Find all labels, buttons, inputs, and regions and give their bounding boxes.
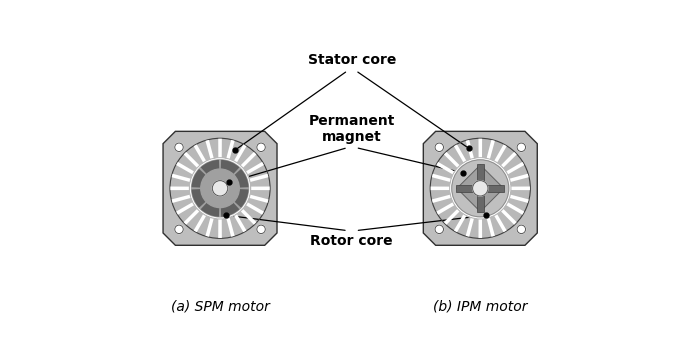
Polygon shape [454, 215, 466, 232]
Polygon shape [510, 174, 529, 182]
Circle shape [257, 225, 265, 233]
Polygon shape [466, 218, 474, 237]
Polygon shape [432, 195, 451, 203]
Text: (a) SPM motor: (a) SPM motor [170, 299, 269, 313]
Polygon shape [234, 215, 247, 232]
Polygon shape [456, 185, 486, 192]
Polygon shape [436, 203, 454, 215]
Polygon shape [234, 189, 249, 208]
Polygon shape [183, 209, 199, 225]
Polygon shape [454, 144, 466, 162]
Circle shape [435, 225, 444, 233]
Circle shape [452, 160, 509, 217]
Polygon shape [506, 162, 524, 174]
Polygon shape [478, 139, 482, 157]
Polygon shape [495, 144, 507, 162]
Circle shape [189, 158, 251, 219]
Polygon shape [234, 144, 247, 162]
Polygon shape [249, 174, 269, 182]
Polygon shape [192, 169, 206, 188]
Polygon shape [170, 187, 189, 190]
Polygon shape [176, 203, 194, 215]
Polygon shape [221, 160, 239, 174]
Polygon shape [227, 218, 235, 237]
Text: Stator core: Stator core [308, 53, 396, 68]
Polygon shape [246, 162, 264, 174]
Polygon shape [205, 218, 214, 237]
Polygon shape [218, 220, 222, 238]
Polygon shape [511, 187, 530, 190]
Polygon shape [423, 131, 537, 245]
Text: Permanent
magnet: Permanent magnet [308, 114, 395, 144]
Polygon shape [486, 218, 495, 237]
Polygon shape [444, 152, 460, 167]
Circle shape [201, 169, 239, 208]
Polygon shape [201, 203, 219, 217]
Circle shape [174, 225, 183, 233]
Circle shape [191, 159, 249, 217]
Polygon shape [249, 195, 269, 203]
Circle shape [517, 143, 526, 151]
Polygon shape [194, 215, 206, 232]
Circle shape [257, 143, 265, 151]
Polygon shape [495, 215, 507, 232]
Circle shape [430, 138, 530, 238]
Circle shape [191, 159, 249, 217]
Polygon shape [444, 209, 460, 225]
Polygon shape [227, 140, 235, 159]
Polygon shape [194, 144, 206, 162]
Polygon shape [201, 160, 219, 174]
Circle shape [517, 225, 526, 233]
Polygon shape [163, 131, 277, 245]
Polygon shape [234, 169, 249, 188]
Polygon shape [172, 174, 190, 182]
Text: Rotor core: Rotor core [311, 234, 393, 248]
Polygon shape [241, 209, 256, 225]
Circle shape [174, 143, 183, 151]
Polygon shape [466, 140, 474, 159]
Circle shape [473, 181, 488, 196]
Polygon shape [431, 187, 449, 190]
Polygon shape [477, 164, 484, 195]
Polygon shape [457, 165, 504, 212]
Polygon shape [436, 162, 454, 174]
Circle shape [192, 160, 249, 217]
Polygon shape [205, 140, 214, 159]
Polygon shape [501, 152, 517, 167]
Polygon shape [246, 203, 264, 215]
Circle shape [449, 158, 511, 219]
Circle shape [451, 159, 510, 217]
Polygon shape [432, 174, 451, 182]
Polygon shape [486, 140, 495, 159]
Polygon shape [192, 189, 206, 208]
Polygon shape [251, 187, 270, 190]
Polygon shape [183, 152, 199, 167]
Circle shape [170, 138, 270, 238]
Polygon shape [478, 220, 482, 238]
Polygon shape [477, 182, 484, 212]
Polygon shape [221, 203, 239, 217]
Circle shape [451, 159, 510, 217]
Polygon shape [218, 139, 222, 157]
Polygon shape [510, 195, 529, 203]
Polygon shape [474, 185, 504, 192]
Polygon shape [501, 209, 517, 225]
Circle shape [212, 181, 227, 196]
Polygon shape [506, 203, 524, 215]
Circle shape [435, 143, 444, 151]
Polygon shape [176, 162, 194, 174]
Polygon shape [241, 152, 256, 167]
Text: (b) IPM motor: (b) IPM motor [433, 299, 528, 313]
Polygon shape [172, 195, 190, 203]
